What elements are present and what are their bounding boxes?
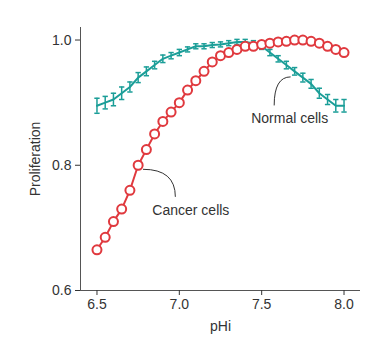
svg-text:7.5: 7.5 — [252, 296, 272, 312]
svg-text:Cancer cells: Cancer cells — [152, 202, 229, 218]
svg-text:8.0: 8.0 — [334, 296, 354, 312]
svg-text:0.8: 0.8 — [52, 157, 72, 173]
svg-text:7.0: 7.0 — [170, 296, 190, 312]
svg-text:pHi: pHi — [210, 318, 231, 334]
svg-text:Normal cells: Normal cells — [251, 110, 328, 126]
svg-text:1.0: 1.0 — [52, 32, 72, 48]
svg-text:Proliferation: Proliferation — [27, 122, 43, 197]
svg-text:6.5: 6.5 — [87, 296, 107, 312]
svg-text:0.6: 0.6 — [52, 282, 72, 298]
